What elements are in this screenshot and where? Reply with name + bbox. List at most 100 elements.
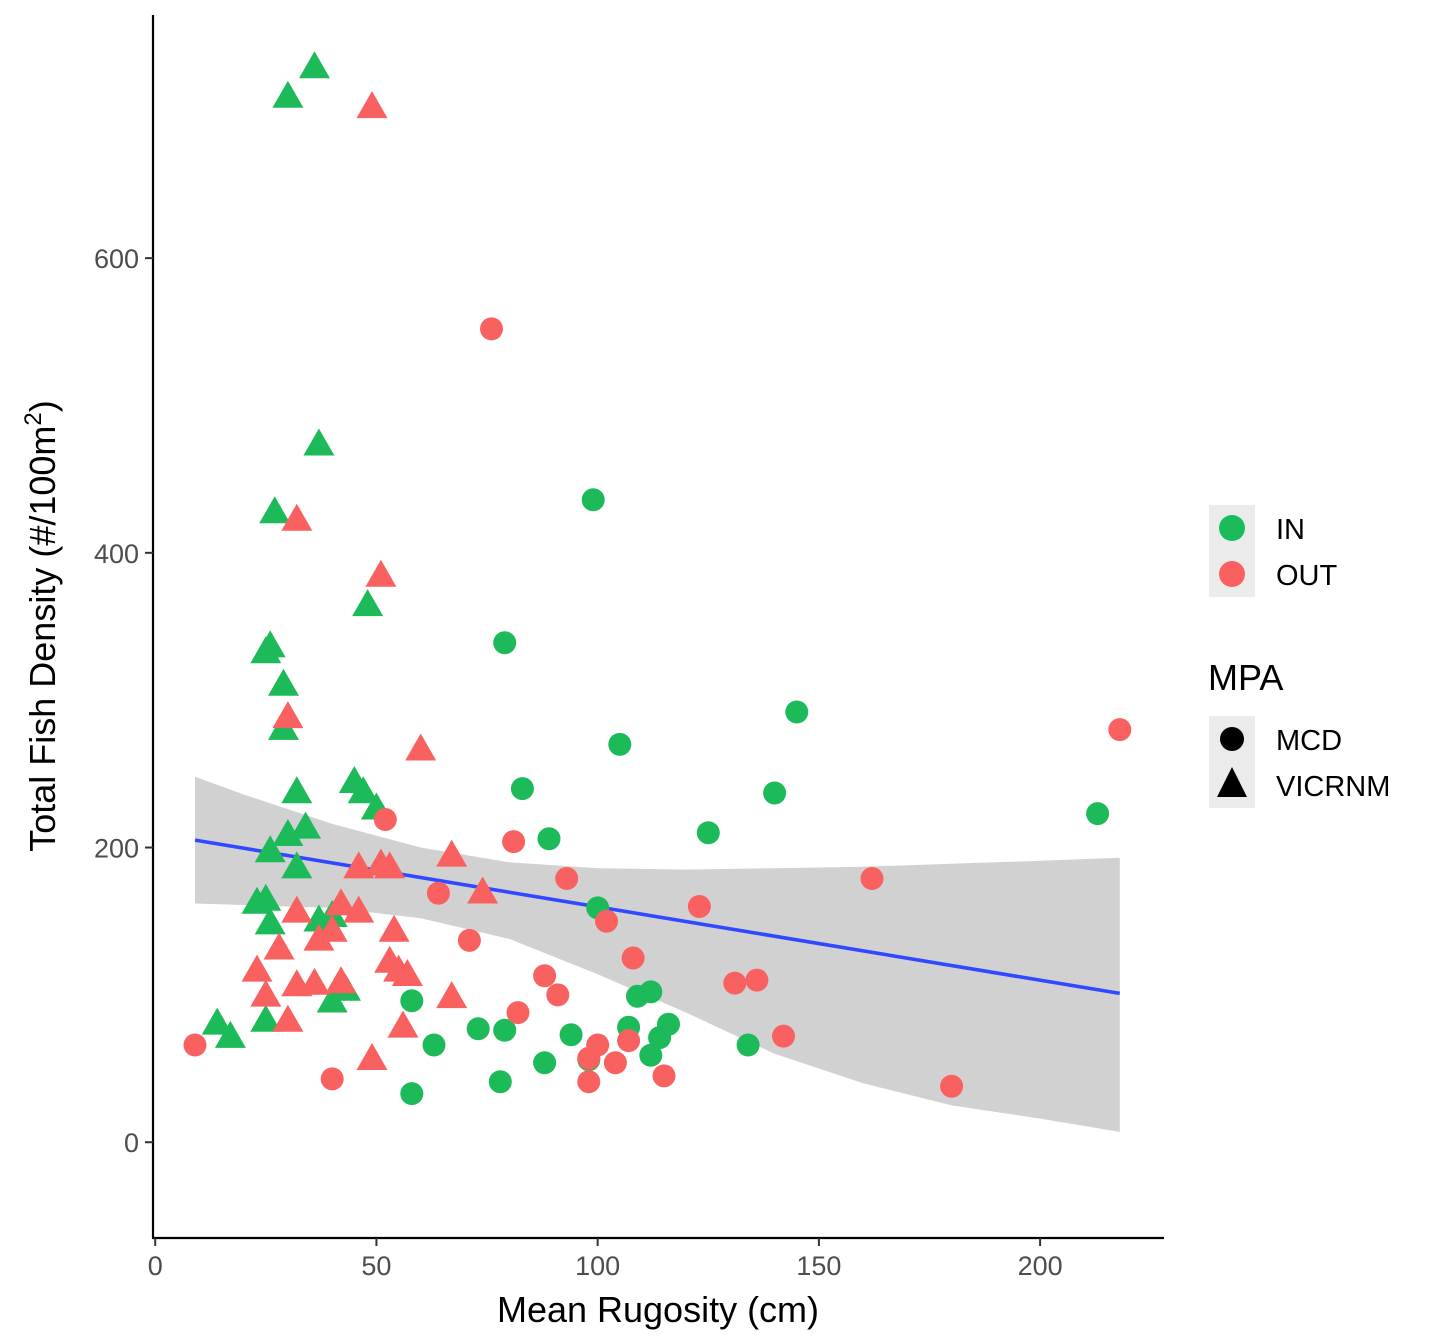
legend-vicrnm-triangle-icon bbox=[1217, 767, 1247, 797]
data-point-in-vicrnm bbox=[272, 80, 304, 108]
data-point-in-mcd bbox=[639, 980, 663, 1004]
data-point-out-vicrnm bbox=[374, 851, 406, 879]
y-tick-label: 0 bbox=[124, 1128, 139, 1158]
data-point-out-mcd bbox=[373, 808, 397, 831]
x-axis-title: Mean Rugosity (cm) bbox=[497, 1289, 819, 1330]
data-point-out-mcd bbox=[183, 1033, 207, 1057]
x-tick-label: 100 bbox=[575, 1251, 620, 1281]
x-tick-label: 200 bbox=[1018, 1251, 1063, 1281]
data-point-in-mcd bbox=[537, 827, 561, 851]
x-tick-label: 0 bbox=[148, 1251, 163, 1281]
data-point-out-vicrnm bbox=[250, 979, 282, 1007]
data-point-in-vicrnm bbox=[347, 776, 379, 804]
data-point-out-mcd bbox=[621, 946, 645, 970]
data-point-out-mcd bbox=[1108, 718, 1132, 742]
data-point-out-mcd bbox=[457, 928, 481, 952]
data-point-in-vicrnm bbox=[254, 835, 286, 863]
y-axis-title-superscript: 2 bbox=[20, 412, 47, 425]
data-point-out-vicrnm bbox=[303, 923, 335, 951]
data-point-in-vicrnm bbox=[250, 1004, 282, 1032]
data-point-out-mcd bbox=[595, 909, 618, 933]
data-point-in-vicrnm bbox=[303, 428, 335, 456]
data-point-out-vicrnm bbox=[263, 932, 295, 960]
legend-out-circle bbox=[1219, 561, 1245, 587]
data-point-in-vicrnm bbox=[352, 589, 384, 617]
data-point-out-vicrnm bbox=[436, 981, 468, 1009]
data-point-out-vicrnm bbox=[343, 851, 375, 879]
data-point-out-vicrnm bbox=[365, 559, 397, 587]
data-point-in-vicrnm bbox=[250, 883, 282, 911]
data-point-out-mcd bbox=[652, 1064, 676, 1088]
data-point-in-mcd bbox=[400, 989, 424, 1013]
data-points-layer bbox=[183, 51, 1132, 1106]
data-point-out-mcd bbox=[546, 983, 570, 1007]
data-point-in-vicrnm bbox=[272, 819, 304, 846]
data-point-in-mcd bbox=[533, 1051, 557, 1075]
data-point-in-mcd bbox=[559, 1023, 583, 1047]
data-point-out-vicrnm bbox=[325, 888, 357, 916]
data-point-out-mcd bbox=[772, 1024, 795, 1048]
y-axis-title-suffix: ) bbox=[22, 400, 63, 412]
data-point-in-vicrnm bbox=[290, 811, 322, 839]
data-point-out-vicrnm bbox=[356, 91, 388, 119]
data-point-out-mcd bbox=[426, 881, 450, 905]
data-point-in-vicrnm bbox=[259, 496, 291, 524]
data-point-in-mcd bbox=[736, 1033, 760, 1057]
data-point-in-mcd bbox=[785, 700, 809, 724]
data-point-in-mcd bbox=[696, 821, 720, 845]
data-point-in-vicrnm bbox=[281, 851, 313, 879]
data-point-out-vicrnm bbox=[387, 1010, 419, 1038]
data-point-out-mcd bbox=[577, 1070, 601, 1094]
data-point-out-vicrnm bbox=[356, 1043, 388, 1070]
axis-ticks-layer: 0 50 100 150 200 0 200 400 600 bbox=[94, 244, 1063, 1281]
data-point-in-mcd bbox=[608, 732, 632, 756]
data-point-in-mcd bbox=[657, 1012, 680, 1036]
data-point-out-vicrnm bbox=[391, 959, 423, 986]
data-point-out-mcd bbox=[687, 895, 711, 918]
x-tick-label: 150 bbox=[796, 1251, 841, 1281]
data-point-in-vicrnm bbox=[214, 1020, 246, 1048]
data-point-out-vicrnm bbox=[325, 966, 357, 994]
y-tick-label: 200 bbox=[94, 834, 139, 864]
legend-label-vicrnm: VICRNM bbox=[1276, 771, 1390, 803]
data-point-out-vicrnm bbox=[436, 839, 468, 867]
data-point-in-mcd bbox=[493, 1018, 517, 1042]
data-point-in-mcd bbox=[493, 631, 517, 655]
x-tick-label: 50 bbox=[361, 1251, 391, 1281]
data-point-out-mcd bbox=[745, 968, 769, 992]
data-point-in-mcd bbox=[1086, 802, 1110, 826]
trend-line-layer bbox=[194, 838, 1121, 996]
data-point-out-vicrnm bbox=[241, 954, 273, 982]
data-point-out-mcd bbox=[480, 317, 503, 341]
data-point-in-mcd bbox=[400, 1082, 424, 1106]
data-point-out-mcd bbox=[533, 964, 557, 988]
legend-in-circle bbox=[1219, 515, 1245, 541]
data-point-out-vicrnm bbox=[272, 1004, 304, 1032]
legend-label-out: OUT bbox=[1276, 560, 1338, 592]
legend-title-mpa: MPA bbox=[1208, 657, 1283, 698]
data-point-out-mcd bbox=[603, 1051, 627, 1075]
data-point-in-vicrnm bbox=[299, 51, 330, 79]
data-point-out-vicrnm bbox=[281, 895, 313, 923]
data-point-in-mcd bbox=[763, 781, 787, 805]
data-point-out-vicrnm bbox=[405, 733, 437, 761]
data-point-in-mcd bbox=[581, 488, 605, 512]
data-point-out-vicrnm bbox=[343, 895, 375, 923]
data-point-out-mcd bbox=[506, 1001, 530, 1025]
data-point-in-vicrnm bbox=[254, 630, 286, 658]
data-point-out-mcd bbox=[502, 830, 526, 854]
data-point-out-vicrnm bbox=[467, 876, 499, 904]
data-point-in-vicrnm bbox=[201, 1007, 233, 1035]
data-point-out-mcd bbox=[320, 1067, 344, 1091]
legend-label-in: IN bbox=[1276, 514, 1305, 546]
data-point-out-vicrnm bbox=[299, 967, 330, 995]
data-point-out-vicrnm bbox=[316, 914, 348, 942]
trend-line bbox=[194, 838, 1121, 996]
data-point-out-mcd bbox=[940, 1074, 964, 1098]
data-point-out-mcd bbox=[860, 867, 884, 890]
legend-mcd-circle-icon bbox=[1220, 727, 1244, 751]
confidence-band bbox=[195, 776, 1120, 1132]
data-point-out-vicrnm bbox=[281, 503, 313, 531]
y-axis-title-main: Total Fish Density (#/100m bbox=[22, 426, 63, 852]
